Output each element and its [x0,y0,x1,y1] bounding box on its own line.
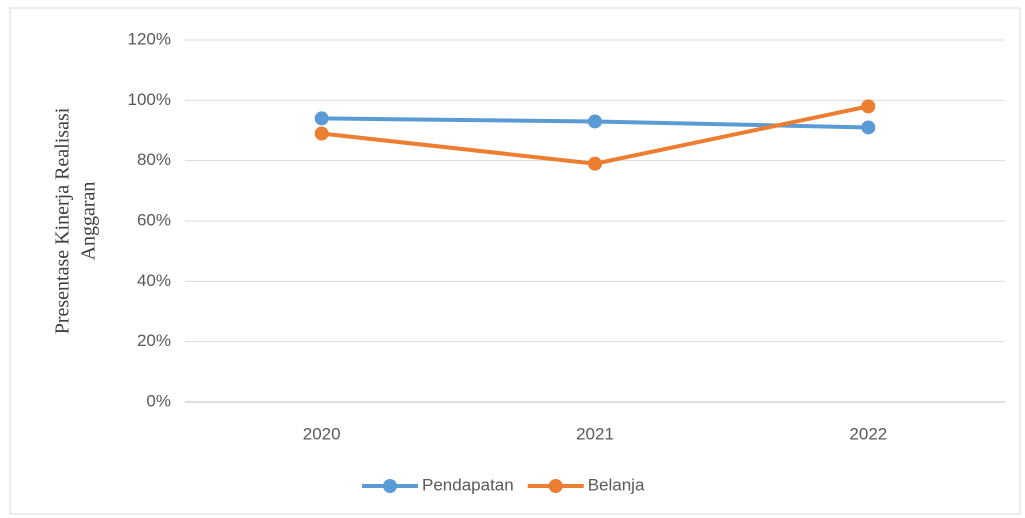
y-axis-label: Anggaran [78,182,100,261]
y-tick-label: 0% [146,391,171,410]
x-tick-label: 2022 [849,424,887,443]
y-tick-label: 40% [137,271,171,290]
y-tick-label: 100% [128,90,171,109]
legend-label: Belanja [588,475,645,494]
data-point [861,99,876,114]
data-point [588,114,602,129]
x-tick-label: 2020 [303,424,341,443]
legend-marker [383,479,397,493]
y-axis-label: Presentase Kinerja Realisasi [52,107,74,334]
x-tick-label: 2021 [576,424,614,443]
y-tick-label: 20% [137,331,171,350]
data-point [861,120,876,135]
data-point [314,111,329,126]
y-tick-label: 80% [137,150,171,169]
data-point [314,126,329,141]
y-tick-label: 60% [137,210,171,229]
legend-marker [548,479,563,493]
chart-border [9,7,1021,515]
y-tick-label: 120% [128,29,171,48]
legend-label: Pendapatan [422,475,514,494]
data-point [588,156,602,171]
